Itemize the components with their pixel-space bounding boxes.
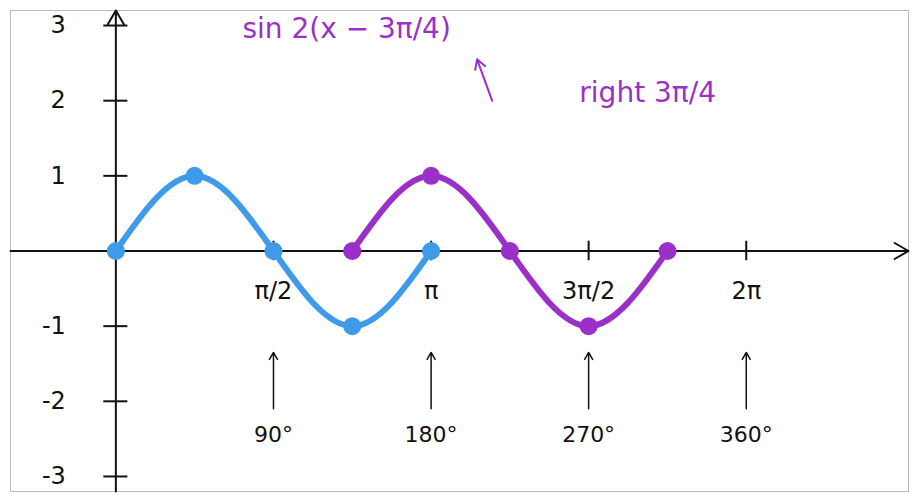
svg-text:π/2: π/2	[255, 277, 293, 305]
svg-text:90°: 90°	[254, 422, 293, 447]
svg-text:1: 1	[51, 162, 66, 190]
svg-text:2: 2	[51, 86, 66, 114]
svg-text:180°: 180°	[405, 422, 458, 447]
svg-text:270°: 270°	[562, 422, 615, 447]
svg-text:π: π	[424, 277, 438, 305]
svg-text:-1: -1	[42, 312, 66, 340]
svg-text:3: 3	[51, 11, 66, 39]
svg-text:-3: -3	[42, 462, 66, 490]
svg-text:sin 2(x − 3π/4): sin 2(x − 3π/4)	[242, 12, 450, 45]
svg-text:-2: -2	[42, 387, 66, 415]
svg-text:right 3π/4: right 3π/4	[579, 76, 716, 109]
svg-text:3π/2: 3π/2	[562, 277, 615, 305]
svg-text:2π: 2π	[731, 277, 761, 305]
svg-text:360°: 360°	[720, 422, 773, 447]
